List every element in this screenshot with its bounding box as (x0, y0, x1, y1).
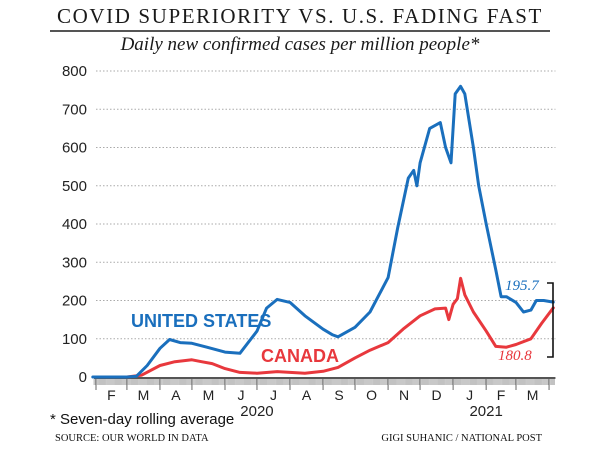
y-tick-label: 300 (62, 254, 87, 271)
y-tick-label: 500 (62, 178, 87, 195)
y-tick-label: 400 (62, 216, 87, 233)
x-tick-label: D (432, 387, 442, 403)
y-tick-label: 800 (62, 63, 87, 80)
end-label-us: 195.7 (505, 278, 540, 294)
x-tick-label: J (466, 387, 473, 403)
x-tick-label: J (237, 387, 244, 403)
year-label: 2021 (469, 403, 502, 420)
y-tick-label: 600 (62, 140, 87, 157)
y-tick-label: 0 (79, 369, 87, 386)
end-label-canada: 180.8 (498, 348, 532, 364)
footnote: * Seven-day rolling average (50, 411, 235, 428)
author-credit: GIGI SUHANIC / NATIONAL POST (381, 433, 542, 444)
series-labels: UNITED STATES CANADA 195.7 180.8 (131, 278, 554, 366)
x-tick-label: F (107, 387, 116, 403)
y-tick-label: 200 (62, 293, 87, 310)
x-tick-label: J (270, 387, 277, 403)
series-line-canada (125, 276, 555, 379)
x-axis: F M A M J J A S O N D J F M 2020 2021 (93, 377, 556, 420)
series-lines (91, 84, 555, 379)
x-tick-label: M (203, 387, 215, 403)
y-tick-label: 100 (62, 331, 87, 348)
x-tick-label: M (138, 387, 150, 403)
x-tick-label: S (334, 387, 343, 403)
x-tick-label: O (366, 387, 377, 403)
chart-title: COVID SUPERIORITY VS. U.S. FADING FAST (57, 4, 543, 28)
x-tick-label: M (527, 387, 539, 403)
end-bracket (547, 282, 554, 358)
y-tick-label: 700 (62, 101, 87, 118)
gridlines (96, 70, 556, 340)
x-tick-label: A (302, 387, 312, 403)
series-line-us (91, 84, 555, 379)
series-label-canada: CANADA (261, 346, 339, 366)
title-divider (50, 30, 550, 32)
chart-subtitle: Daily new confirmed cases per million pe… (120, 34, 480, 55)
x-tick-label: N (399, 387, 409, 403)
source-credit: SOURCE: OUR WORLD IN DATA (55, 433, 209, 444)
series-label-us: UNITED STATES (131, 311, 271, 331)
y-axis-ticks: 0 100 200 300 400 500 600 700 800 (62, 63, 87, 386)
year-label: 2020 (240, 403, 273, 420)
x-tick-label: F (497, 387, 506, 403)
x-tick-label: A (171, 387, 181, 403)
